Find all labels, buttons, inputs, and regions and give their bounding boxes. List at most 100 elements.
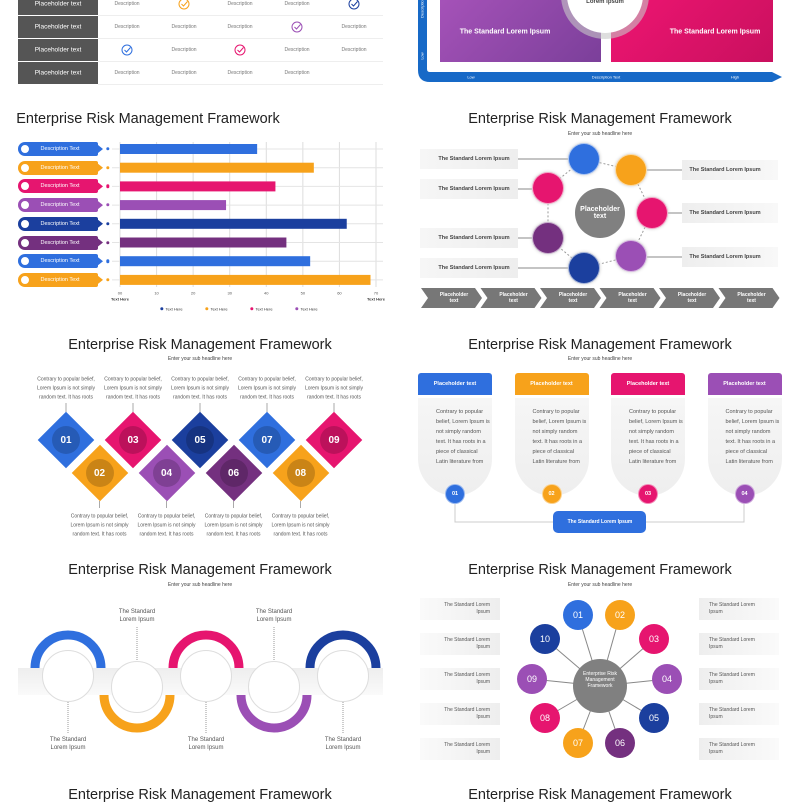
hub-label-box xyxy=(699,668,779,690)
slide-title: Enterprise Risk Management Framework xyxy=(68,787,332,803)
legend-marker xyxy=(160,307,164,311)
card-number: 04 xyxy=(734,484,755,504)
team-meeting-icon xyxy=(42,650,94,702)
cell-description: Description xyxy=(171,47,197,53)
process-chevron xyxy=(659,288,720,308)
connector xyxy=(454,504,553,523)
label-box xyxy=(420,258,518,278)
arc-label: The Standard Lorem Ipsum xyxy=(255,609,293,623)
legend-label: Text Here xyxy=(255,306,273,312)
cell-description: Description xyxy=(171,70,197,76)
legend-marker xyxy=(205,307,209,311)
slide-title: Enterprise Risk Management Framework xyxy=(468,111,732,127)
slide-title: Enterprise Risk Management Framework xyxy=(68,337,332,353)
category-icon xyxy=(20,237,30,248)
cell-description: Description xyxy=(341,24,367,30)
slide-title: Enterprise Risk Management Framework xyxy=(68,562,332,578)
card-title: Placeholder text xyxy=(626,381,670,387)
label-text: The Standard Lorem Ipsum xyxy=(689,167,761,173)
hub-node: 07 xyxy=(563,728,593,758)
card-number: 01 xyxy=(445,484,465,504)
arc-label: The Standard Lorem Ipsum xyxy=(118,609,156,623)
chevron-label: Placeholder text xyxy=(439,292,469,304)
category-pill xyxy=(18,142,98,156)
chevron-label: Placeholder text xyxy=(618,292,647,304)
legend-label: Text Here xyxy=(300,306,318,312)
legend-label: Text Here xyxy=(210,306,228,312)
legend-marker xyxy=(250,307,254,311)
category-icon xyxy=(20,218,30,229)
hub-label-box xyxy=(420,668,500,690)
category-icon xyxy=(20,162,30,173)
category-pill xyxy=(18,216,98,231)
chevron-label: Placeholder text xyxy=(558,292,588,304)
table-row-header xyxy=(18,16,98,38)
arc-segment xyxy=(236,694,312,733)
label-box xyxy=(420,179,518,199)
card-body xyxy=(611,398,685,496)
row-label: Placeholder text xyxy=(34,0,82,8)
legend-marker xyxy=(295,307,299,311)
arc-segment xyxy=(99,694,175,733)
slide-subtitle: Enter your sub headline here xyxy=(567,356,633,362)
process-chevron xyxy=(599,288,661,308)
network-hand-icon xyxy=(317,650,369,702)
check-icon xyxy=(348,0,360,10)
cell-description: Description xyxy=(227,70,253,76)
hub-label-text: The Standard Lorem Ipsum xyxy=(444,672,490,685)
bar xyxy=(120,162,314,173)
category-pill xyxy=(18,235,98,250)
hub-label-box xyxy=(699,703,779,725)
check-icon xyxy=(124,47,131,53)
slide-title: Enterprise Risk Management Framework xyxy=(468,562,732,578)
check-icon xyxy=(234,44,246,56)
center-circle xyxy=(575,188,625,238)
hub-label-text: The Standard Lorem Ipsum xyxy=(709,672,755,685)
diamond-description: Contrary to popular belief, Lorem Ipsum … xyxy=(170,376,230,401)
check-icon xyxy=(294,24,301,30)
card-body xyxy=(707,398,782,496)
x-axis-high: High xyxy=(730,74,740,80)
card-title: Placeholder text xyxy=(723,381,766,387)
arc-segment xyxy=(168,630,244,669)
process-chevron xyxy=(540,288,601,308)
x-axis-label: Text Here xyxy=(111,296,129,302)
idea-hands-icon xyxy=(111,661,163,713)
card-body xyxy=(418,398,492,496)
label-text: The Standard Lorem Ipsum xyxy=(438,265,510,271)
hub-label-text: The Standard Lorem Ipsum xyxy=(709,742,755,755)
hub-label-text: The Standard Lorem Ipsum xyxy=(709,602,755,615)
table-row-header xyxy=(18,0,98,15)
summary-button[interactable] xyxy=(553,511,646,533)
card-header xyxy=(418,373,492,395)
card-text: Contrary to popular belief, Lorem Ipsum … xyxy=(436,409,490,465)
pill-arrow xyxy=(98,145,103,153)
step-number: 02 xyxy=(85,459,114,487)
slide-subtitle: Enter your sub headline here xyxy=(167,582,233,588)
x-axis-label: Text Here xyxy=(367,296,385,302)
center-label: Lorem Ipsum xyxy=(586,0,624,5)
label-text: The Standard Lorem Ipsum xyxy=(438,186,510,192)
step-number: 05 xyxy=(186,426,214,454)
hub-node: 06 xyxy=(605,728,635,758)
row-label: Placeholder text xyxy=(34,69,82,77)
bar xyxy=(120,237,287,248)
check-icon xyxy=(291,21,303,33)
x-axis-label: Description Text xyxy=(591,74,621,80)
arc-label: The Standard Lorem Ipsum xyxy=(187,737,225,751)
card-header xyxy=(707,373,782,395)
card-header xyxy=(514,373,589,395)
label-box xyxy=(420,228,518,248)
hub-label-box xyxy=(420,703,500,725)
slide-title: Enterprise Risk Management Framework xyxy=(468,787,732,803)
bar xyxy=(120,256,311,267)
monitor-chart-icon xyxy=(568,143,600,175)
slide-subtitle: Enter your sub headline here xyxy=(567,131,633,137)
category-dot xyxy=(106,222,110,226)
category-label: Description Text xyxy=(40,202,80,209)
cell-description: Description xyxy=(284,70,310,76)
x-tick-label: 30 xyxy=(227,290,232,296)
card-title: Placeholder text xyxy=(433,381,477,387)
card-number: 03 xyxy=(638,484,658,504)
x-tick-label: 00 xyxy=(117,290,123,296)
